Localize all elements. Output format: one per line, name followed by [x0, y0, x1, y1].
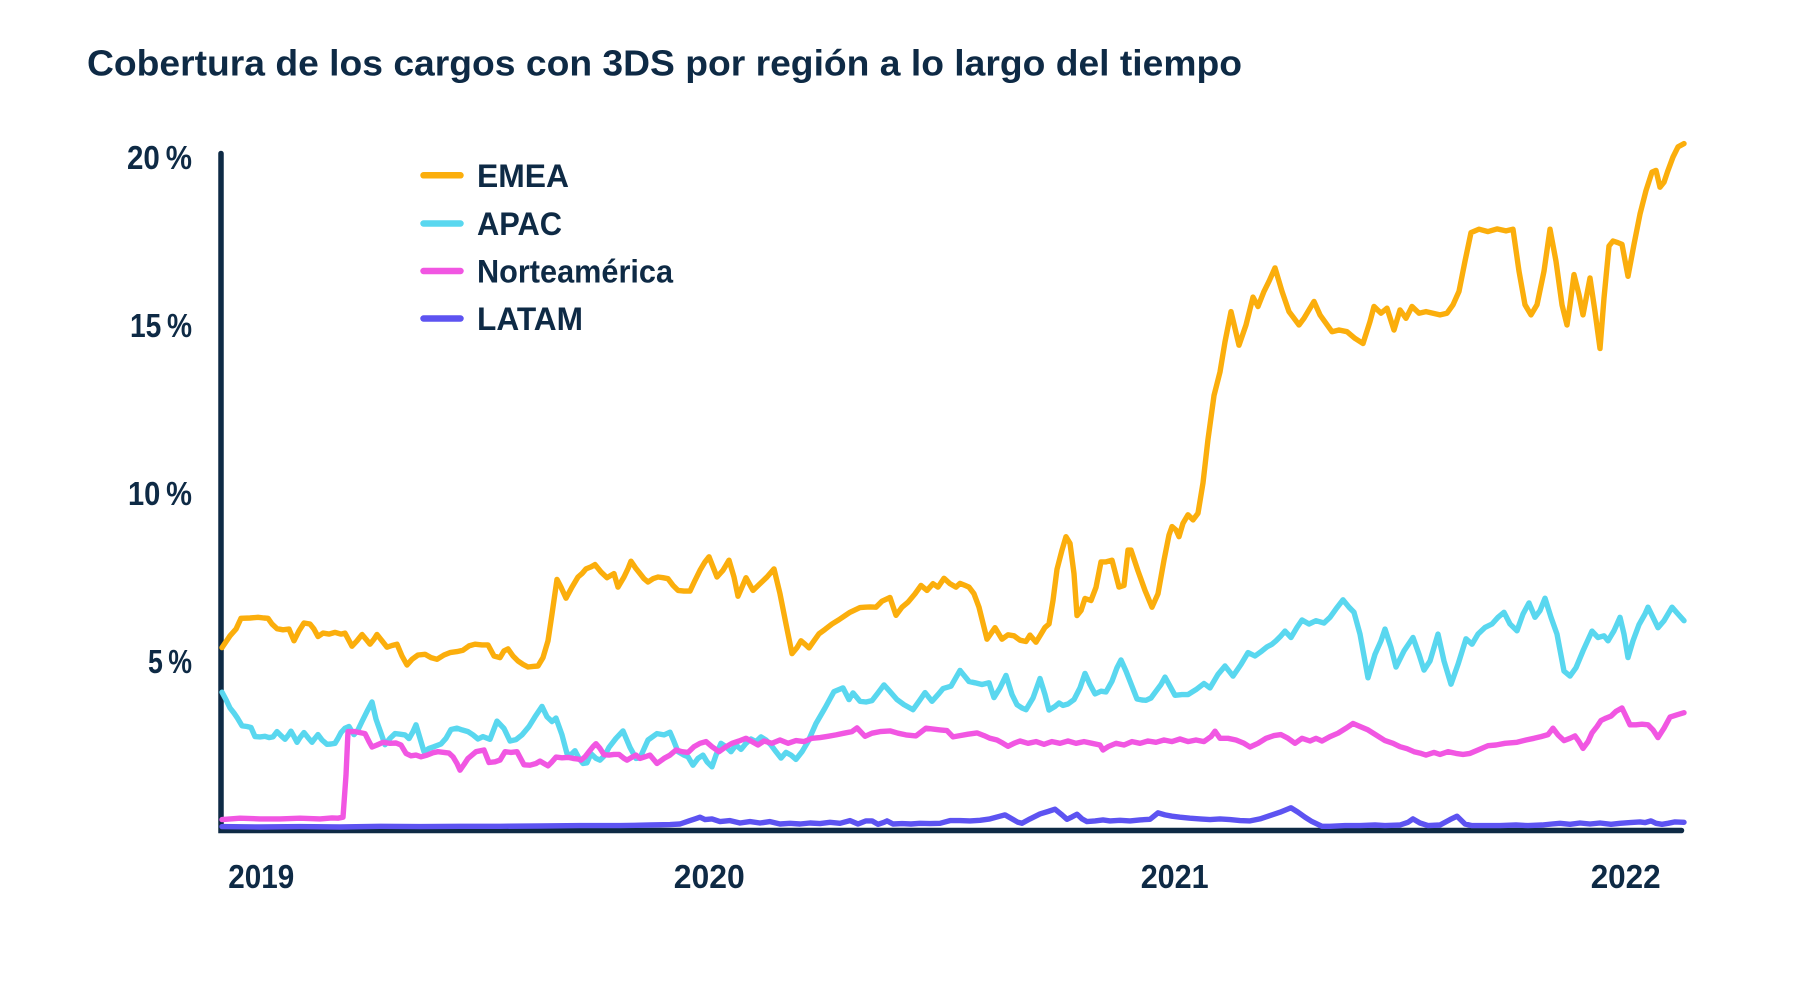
svg-text:LATAM: LATAM — [477, 301, 583, 337]
svg-text:APAC: APAC — [477, 206, 562, 242]
svg-text:EMEA: EMEA — [477, 158, 569, 194]
svg-text:Cobertura de los cargos con 3D: Cobertura de los cargos con 3DS por regi… — [87, 43, 1242, 84]
svg-text:20 %: 20 % — [127, 139, 192, 176]
svg-text:15 %: 15 % — [130, 307, 192, 344]
svg-text:2020: 2020 — [674, 858, 745, 895]
svg-text:10 %: 10 % — [128, 475, 192, 512]
svg-text:2022: 2022 — [1591, 858, 1661, 895]
svg-text:Norteamérica: Norteamérica — [477, 254, 673, 290]
svg-text:5 %: 5 % — [148, 643, 192, 680]
svg-text:2019: 2019 — [228, 858, 294, 895]
svg-text:2021: 2021 — [1141, 858, 1209, 895]
